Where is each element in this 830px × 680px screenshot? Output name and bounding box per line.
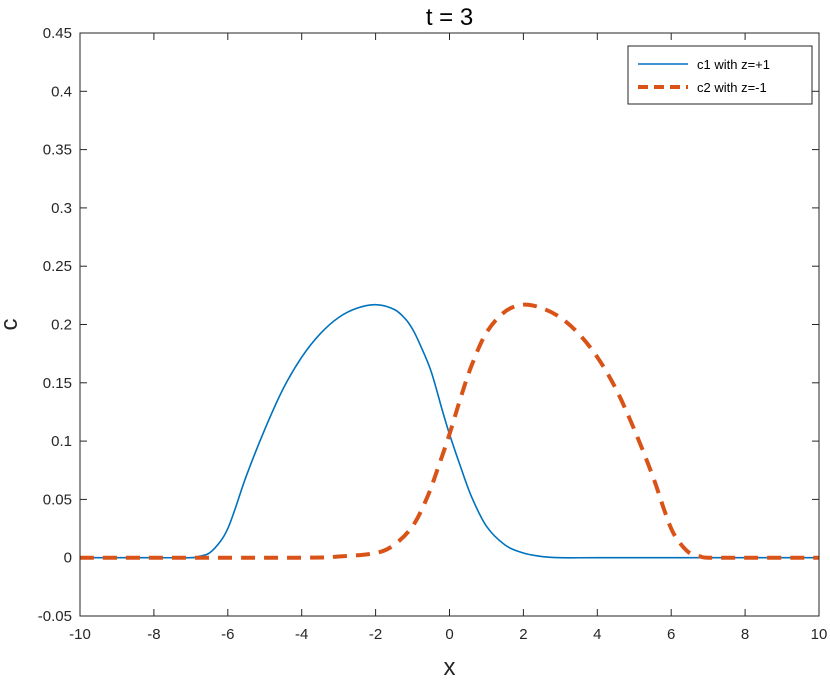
- legend-label-c1: c1 with z=+1: [697, 57, 770, 72]
- y-tick-label: 0.05: [43, 491, 72, 508]
- y-tick-label: 0.45: [43, 25, 72, 42]
- y-tick-label: 0: [64, 550, 72, 567]
- legend-label-c2: c2 with z=-1: [697, 80, 767, 95]
- x-tick-label: -6: [221, 626, 234, 643]
- series-line-c1: [80, 303, 819, 559]
- x-tick-label: -8: [147, 626, 160, 643]
- axes-box: [79, 32, 820, 617]
- y-tick-label: 0.15: [43, 375, 72, 392]
- series-layer: [80, 302, 819, 560]
- y-tick-label: 0.4: [51, 83, 72, 100]
- legend-box: [627, 45, 813, 105]
- x-tick-label: -2: [369, 626, 382, 643]
- y-tick-label: 0.1: [51, 433, 72, 450]
- x-axis-label: x: [444, 654, 456, 680]
- y-tick-label: 0.25: [43, 258, 72, 275]
- y-tick-label: 0.3: [51, 200, 72, 217]
- y-axis-label: c: [0, 319, 23, 331]
- x-tick-label: 4: [593, 626, 601, 643]
- x-tick-label: 8: [741, 626, 749, 643]
- x-tick-label: -4: [295, 626, 308, 643]
- y-tick-label: 0.2: [51, 317, 72, 334]
- legend: c1 with z=+1 c2 with z=-1: [627, 45, 813, 105]
- plot-area: [80, 33, 819, 616]
- x-tick-label: -10: [69, 626, 91, 643]
- x-tick-label: 6: [667, 626, 675, 643]
- x-tick-label: 10: [811, 626, 828, 643]
- y-tick-label: -0.05: [38, 608, 72, 625]
- x-tick-label: 0: [445, 626, 453, 643]
- series-line-c2: [80, 302, 819, 560]
- tick-labels: -10 -8 -6 -4 -2 0 2 4 6 8 10 -0.05 0 0.05 0.1 0.15 0.2 0.…: [38, 25, 828, 643]
- y-tick-label: 0.35: [43, 142, 72, 159]
- x-tick-label: 2: [519, 626, 527, 643]
- chart-title: t = 3: [426, 4, 473, 31]
